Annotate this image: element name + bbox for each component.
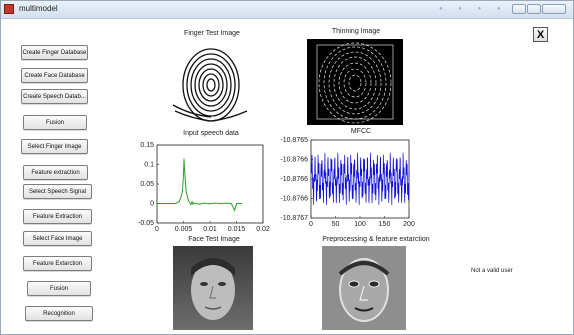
fingerprint-icon — [172, 48, 248, 122]
thinning-image — [307, 39, 403, 125]
fusion-button-1[interactable]: Fusion — [23, 115, 87, 130]
mfcc-chart-title: MFCC — [350, 128, 372, 135]
fingerprint-image — [163, 41, 259, 127]
select-finger-image-button[interactable]: Select Finger Image — [21, 139, 88, 154]
feature-extraction-button-2[interactable]: Feature Extraction — [23, 209, 92, 224]
maximize-button[interactable] — [527, 4, 541, 14]
speech-axes-box — [156, 144, 264, 224]
face-test-image — [173, 246, 253, 330]
speech-y-tick-label: 0 — [150, 201, 154, 208]
feature-extraction-button-1[interactable]: Feature extraction — [23, 165, 88, 180]
feature-extraction-button-3[interactable]: Feature Extarction — [23, 256, 92, 271]
title-bar-dots: ● ● ● ● ● — [439, 6, 527, 12]
thinning-title: Thinning Image — [331, 28, 381, 35]
mfcc-series-line — [310, 152, 410, 206]
create-finger-database-button[interactable]: Create Finger Database — [21, 45, 88, 60]
preprocessing-title: Preprocessing & feature extarction — [322, 236, 430, 243]
speech-x-tick-label: 0.01 — [203, 226, 217, 233]
speech-y-tick-label: 0.1 — [144, 162, 154, 169]
mfcc-y-tick-label: -10.8766 — [280, 176, 308, 183]
mfcc-chart: 0 50 100 150 200 -10.8765 -10.8766 -10.8766 -10.… — [280, 137, 415, 228]
window-title: multimodel — [19, 4, 58, 13]
mfcc-y-tick-label: -10.8766 — [280, 196, 308, 203]
mfcc-x-tick-label: 150 — [379, 221, 391, 228]
mfcc-y-tick-label: -10.8766 — [280, 157, 308, 164]
face-icon — [191, 258, 235, 320]
speech-chart-title: Input speech data — [183, 130, 239, 137]
matlab-app-icon — [4, 4, 14, 14]
speech-series-line — [157, 158, 242, 213]
speech-y-tick-label: 0.15 — [140, 142, 154, 149]
minimize-button[interactable] — [512, 4, 526, 14]
speech-x-tick-label: 0.005 — [175, 226, 193, 233]
speech-y-tick-label: 0.05 — [140, 181, 154, 188]
speech-x-tick-label: 0.02 — [256, 226, 270, 233]
title-bar[interactable]: multimodel ● ● ● ● ● — [1, 1, 573, 19]
preprocessed-face-icon — [338, 258, 390, 322]
create-speech-database-button[interactable]: Create Speech Datab... — [21, 89, 88, 104]
mfcc-x-tick-label: 50 — [332, 221, 340, 228]
window-close-button[interactable] — [542, 4, 566, 14]
mfcc-y-tick-label: -10.8767 — [280, 215, 308, 222]
status-message: Not a valid user — [471, 268, 513, 274]
close-x-button[interactable]: X — [533, 27, 548, 42]
finger-test-title: Finger Test Image — [184, 30, 240, 37]
create-face-database-button[interactable]: Create Face Database — [21, 68, 88, 83]
speech-y-tick-label: -0.05 — [138, 220, 154, 227]
recognition-button[interactable]: Recognition — [25, 306, 93, 321]
preprocessed-face-image — [322, 246, 406, 330]
select-speech-signal-button[interactable]: Select Speech Signal — [23, 184, 92, 199]
mfcc-x-tick-label: 100 — [354, 221, 366, 228]
face-test-title: Face Test Image — [188, 236, 240, 243]
mfcc-x-tick-label: 0 — [309, 221, 313, 228]
mfcc-y-tick-label: -10.8765 — [280, 137, 308, 144]
select-face-image-button[interactable]: Select Face Image — [23, 231, 92, 246]
fusion-button-2[interactable]: Fusion — [27, 281, 91, 296]
mfcc-x-tick-label: 200 — [403, 221, 415, 228]
speech-x-tick-label: 0.015 — [228, 226, 246, 233]
speech-x-tick-label: 0 — [155, 226, 159, 233]
